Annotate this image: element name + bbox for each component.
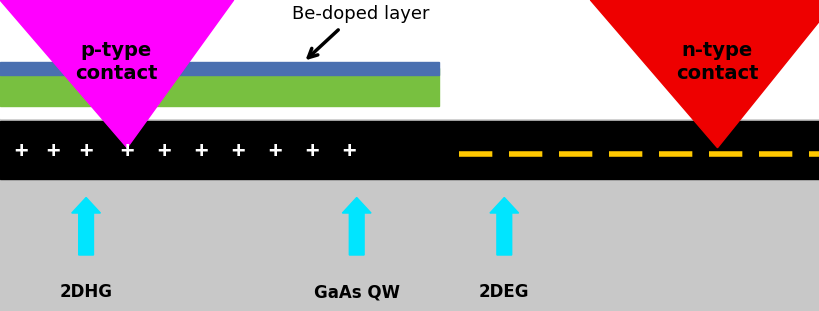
Bar <box>0 0 819 118</box>
Text: +: + <box>268 141 281 161</box>
Text: +: + <box>342 141 355 161</box>
Text: 2DEG: 2DEG <box>478 283 529 301</box>
Polygon shape <box>0 0 233 148</box>
Text: GaAs QW: GaAs QW <box>314 283 399 301</box>
Text: +: + <box>305 141 318 161</box>
Text: +: + <box>120 141 133 161</box>
Text: +: + <box>194 141 207 161</box>
Bar <box>0 121 819 179</box>
FancyArrow shape <box>342 197 370 255</box>
Text: +: + <box>157 141 170 161</box>
Polygon shape <box>590 0 819 148</box>
Text: n-type
contact: n-type contact <box>676 41 758 83</box>
Bar <box>0 68 438 106</box>
Text: Be-doped layer: Be-doped layer <box>292 5 429 23</box>
Bar <box>0 62 438 75</box>
Text: +: + <box>47 141 60 161</box>
FancyArrow shape <box>490 197 518 255</box>
Text: +: + <box>231 141 244 161</box>
Text: +: + <box>79 141 93 161</box>
Text: 2DHG: 2DHG <box>60 283 112 301</box>
Text: +: + <box>14 141 27 161</box>
FancyArrow shape <box>72 197 101 255</box>
Text: p-type
contact: p-type contact <box>75 41 157 83</box>
